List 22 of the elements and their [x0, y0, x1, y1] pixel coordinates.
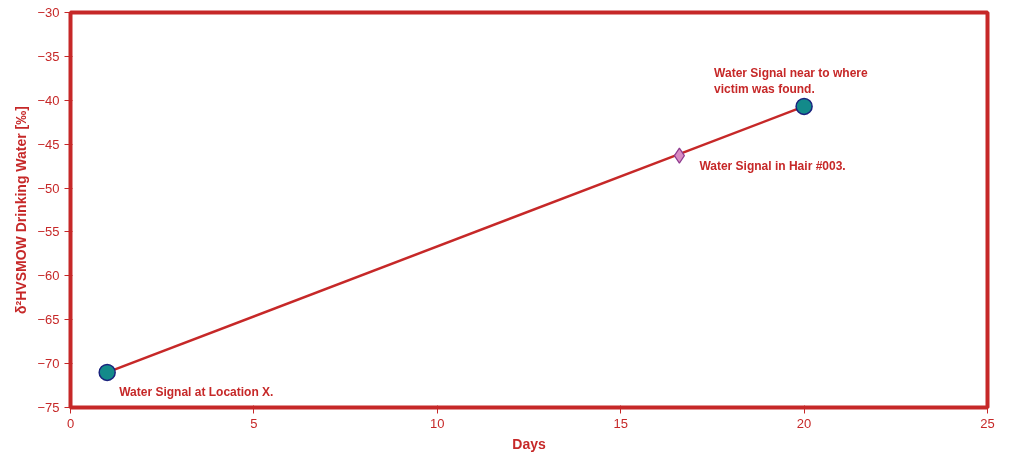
x-tick-label: 5 — [250, 415, 258, 431]
x-tick-label: 20 — [796, 415, 812, 431]
annotation: Water Signal in Hair #003. — [699, 158, 846, 173]
x-tick-label: 25 — [980, 415, 995, 431]
x-axis-title: Days — [512, 435, 546, 452]
point — [673, 147, 685, 164]
y-tick-label: −35 — [37, 48, 60, 64]
y-tick-label: −65 — [37, 312, 60, 328]
y-tick-label: −55 — [37, 224, 60, 240]
annotation: Water Signal near to where victim was found. — [714, 65, 869, 97]
y-tick-label: −45 — [37, 136, 60, 152]
x-tick-label: 15 — [613, 415, 628, 431]
y-tick-label: −40 — [37, 92, 60, 108]
y-axis-title: δ²HVSMOW Drinking Water [‰] — [13, 106, 30, 314]
x-tick-label: 10 — [430, 415, 445, 431]
x-tick-label: 0 — [66, 415, 75, 431]
y-tick-label: −75 — [37, 400, 60, 415]
y-tick-label: −70 — [37, 356, 60, 372]
annotation: Water Signal at Location X. — [119, 385, 274, 400]
y-tick-label: −60 — [37, 268, 60, 284]
y-tick-label: −50 — [37, 180, 60, 196]
y-tick-label: −30 — [37, 5, 60, 20]
